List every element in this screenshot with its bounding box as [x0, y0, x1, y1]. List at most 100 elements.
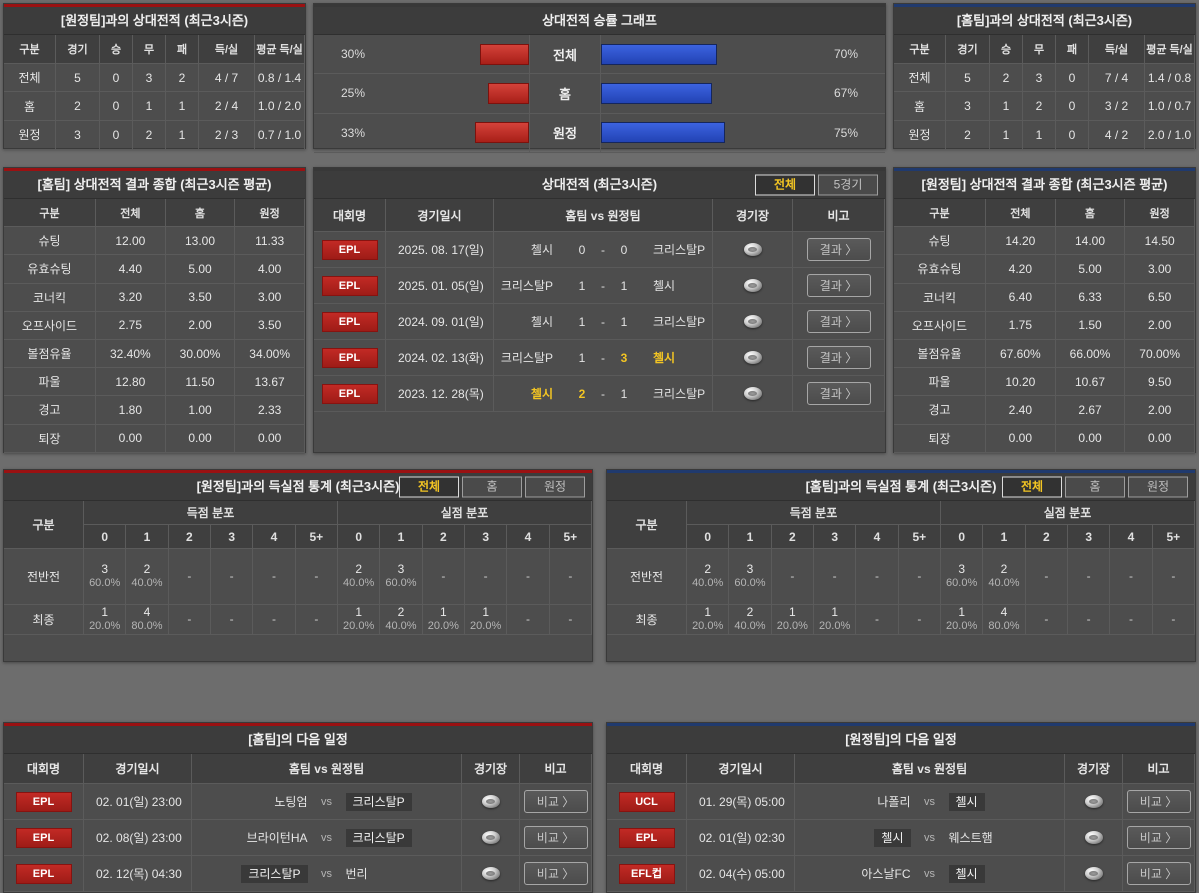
- stat-value: 13.67: [235, 368, 305, 397]
- row-label: 전체: [894, 63, 946, 93]
- score-count-header: 1: [380, 525, 423, 549]
- column-header: 승: [100, 35, 133, 64]
- percent-value: 80.0%: [988, 620, 1020, 632]
- panel-title: [원정팀]과의 득실점 통계 (최근3시즌) 전체 홈 원정: [4, 473, 592, 501]
- column-header: 비고: [520, 754, 592, 784]
- result-button[interactable]: 결과 〉: [806, 346, 871, 369]
- column-header: 경기장: [1065, 754, 1123, 784]
- tab-away[interactable]: 원정: [1128, 476, 1188, 497]
- goals-dist-cell: 3 60.0%: [84, 549, 127, 605]
- stat-value: 13.00: [165, 227, 236, 256]
- winrate-right-zone: 75%: [601, 114, 885, 152]
- match-date: 2023. 12. 28(목): [386, 376, 494, 412]
- vs-label: vs: [321, 831, 332, 844]
- percent-value: 40.0%: [692, 577, 724, 590]
- stadium-icon[interactable]: [743, 279, 762, 292]
- league-badge: EPL: [15, 791, 72, 812]
- row-label: 최종: [4, 605, 84, 635]
- stadium-icon[interactable]: [481, 831, 500, 844]
- stadium-icon[interactable]: [743, 243, 762, 256]
- compare-button[interactable]: 비교 〉: [1126, 862, 1191, 885]
- tab-all[interactable]: 전체: [755, 174, 815, 195]
- match-teams-cell: 브라이턴HA vs 크리스탈P: [192, 820, 462, 856]
- goal-stats-vs-home-panel: [홈팀]과의 득실점 통계 (최근3시즌) 전체 홈 원정 구분 득점 분포 실점 분포…: [606, 469, 1196, 662]
- away-next-schedule-panel: [원정팀]의 다음 일정 대회명 경기일시 홈팀 vs 원정팀 경기장 비고 UCL 01.…: [606, 722, 1196, 893]
- stat-value: 3: [133, 63, 166, 93]
- tab-home[interactable]: 홈: [462, 476, 522, 497]
- stadium-icon[interactable]: [1084, 831, 1103, 844]
- h2h-vs-home-panel: [홈팀]과의 상대전적 (최근3시즌) 구분 경기 승 무 패 득/실 평균 득/실 전체 5 2…: [893, 3, 1196, 150]
- stadium-icon[interactable]: [481, 867, 500, 880]
- empty-value: -: [314, 569, 319, 583]
- red-accent-bar: [4, 168, 305, 171]
- conceded-dist-cell: -: [1152, 549, 1195, 605]
- row-label: 전체: [4, 63, 56, 93]
- tab-away[interactable]: 원정: [525, 476, 585, 497]
- home-team-name: 첼시: [530, 243, 553, 257]
- empty-value: -: [790, 569, 795, 583]
- vs-label: vs: [321, 795, 332, 808]
- score-separator: -: [601, 350, 605, 365]
- compare-button[interactable]: 비교 〉: [523, 862, 588, 885]
- goals-dist-cell: -: [856, 549, 899, 605]
- compare-button[interactable]: 비교 〉: [523, 790, 588, 813]
- stadium-icon[interactable]: [743, 351, 762, 364]
- stat-value: 2.33: [235, 396, 305, 425]
- stadium-icon[interactable]: [743, 387, 762, 400]
- compare-button[interactable]: 비교 〉: [1126, 826, 1191, 849]
- count-value: 2: [355, 562, 362, 577]
- empty-value: -: [917, 569, 922, 583]
- stat-value: 2.00: [165, 311, 236, 340]
- away-team-name: 첼시: [653, 351, 676, 365]
- schedule-row: UCL 01. 29(목) 05:00 나폴리 vs 첼시 비교 〉: [607, 784, 1195, 820]
- away-summary-table: 구분 전체 홈 원정 슈팅 14.20 14.00 14.50 유효슈팅 4.20 5.00 3.00…: [894, 199, 1195, 453]
- percent-value: 40.0%: [385, 620, 417, 632]
- result-button[interactable]: 결과 〉: [806, 382, 871, 405]
- tab-all[interactable]: 전체: [399, 476, 459, 497]
- tab-home[interactable]: 홈: [1065, 476, 1125, 497]
- panel-title: [원정팀]과의 상대전적 (최근3시즌): [4, 7, 305, 35]
- result-button[interactable]: 결과 〉: [806, 274, 871, 297]
- result-button[interactable]: 결과 〉: [806, 310, 871, 333]
- away-team-name: 첼시: [948, 793, 985, 811]
- stadium-icon[interactable]: [1084, 867, 1103, 880]
- left-percent-label: 33%: [341, 125, 366, 140]
- stat-value: 0.00: [986, 424, 1056, 453]
- compare-button[interactable]: 비교 〉: [523, 826, 588, 849]
- stadium-icon[interactable]: [481, 795, 500, 808]
- away-team-cell: 웨스트햄: [945, 829, 1065, 846]
- vs-label: vs: [924, 795, 935, 808]
- count-value: 2: [397, 605, 405, 619]
- score-count-header: 2: [168, 525, 211, 549]
- count-value: 1: [355, 605, 362, 619]
- tab-all[interactable]: 전체: [1002, 476, 1062, 497]
- score-count-header: 2: [771, 525, 814, 549]
- stat-value: 2.75: [96, 311, 166, 340]
- stadium-icon[interactable]: [1084, 795, 1103, 808]
- column-header: 무: [133, 35, 166, 64]
- blue-accent-bar: [894, 4, 1195, 7]
- action-cell: 비교 〉: [1123, 856, 1195, 892]
- score-count-header: 5+: [898, 525, 941, 549]
- stat-value: 1.00: [165, 396, 236, 425]
- row-label: 퇴장: [4, 424, 96, 453]
- away-team-name: 크리스탈P: [345, 793, 412, 811]
- count-value: 4: [1000, 605, 1008, 619]
- stat-value: 0.00: [96, 424, 166, 453]
- stat-value: 0.7 / 1.0: [255, 121, 305, 150]
- conceded-dist-cell: -: [1067, 605, 1111, 635]
- conceded-dist-cell: 2 40.0%: [337, 549, 381, 605]
- score-count-header: 1: [729, 525, 772, 549]
- stat-value: 2: [1023, 92, 1056, 122]
- tab-last5[interactable]: 5경기: [818, 174, 878, 195]
- empty-value: -: [483, 569, 488, 583]
- stadium-icon[interactable]: [743, 315, 762, 328]
- stat-value: 0.8 / 1.4: [255, 63, 305, 93]
- stat-value: 0.00: [1125, 424, 1195, 453]
- percent-value: 20.0%: [946, 620, 978, 632]
- row-label: 오프사이드: [894, 311, 986, 340]
- column-header: 경기장: [713, 199, 793, 232]
- row-label: 전반전: [607, 549, 687, 605]
- result-button[interactable]: 결과 〉: [806, 238, 871, 261]
- compare-button[interactable]: 비교 〉: [1126, 790, 1191, 813]
